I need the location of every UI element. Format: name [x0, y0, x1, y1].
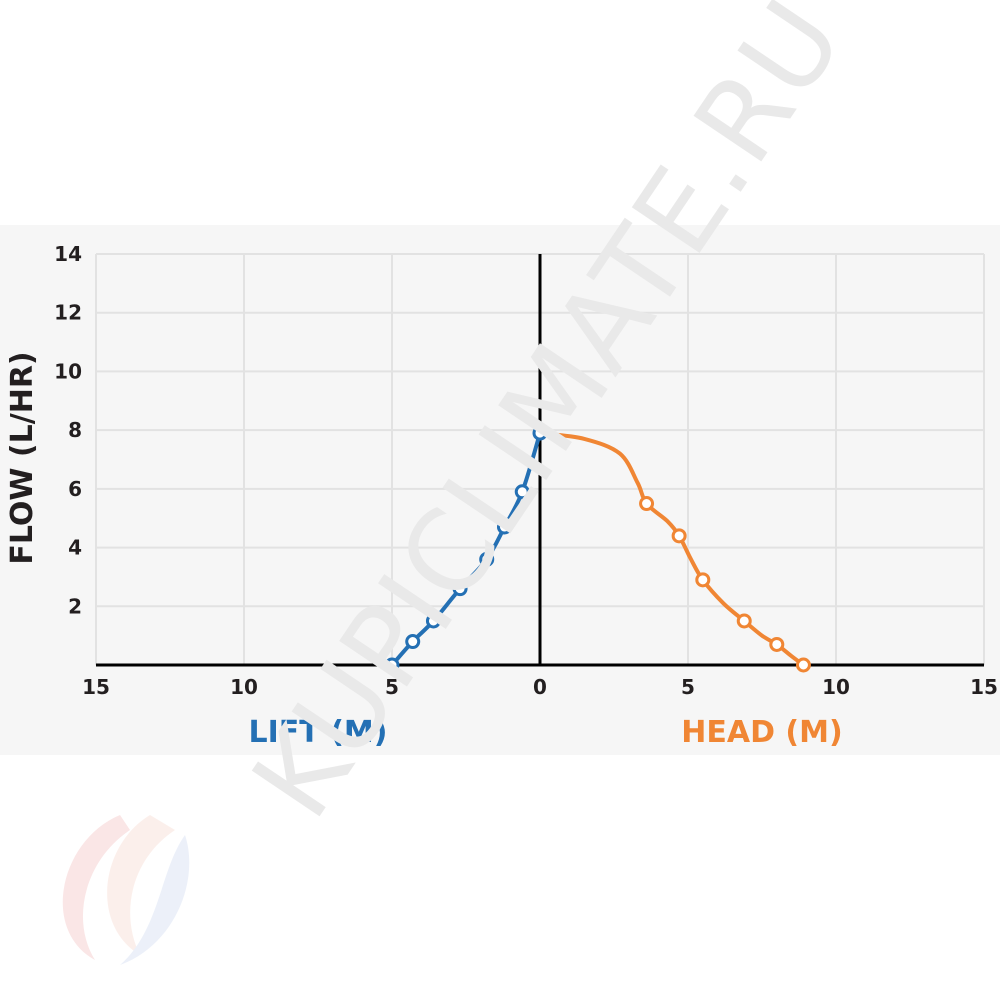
x-tick-label: 5	[681, 675, 695, 699]
y-tick-label: 14	[54, 242, 82, 266]
logo-watermark	[62, 815, 190, 965]
lift-data-point	[452, 581, 468, 597]
series-layer	[384, 425, 811, 673]
x-tick-label: 0	[533, 675, 547, 699]
head-axis-title: HEAD (M)	[681, 715, 842, 750]
lift-data-point	[405, 634, 421, 650]
head-data-point	[639, 496, 655, 512]
x-tick-label: 15	[970, 675, 998, 699]
head-data-point	[769, 636, 785, 652]
lift-data-point	[496, 519, 512, 535]
y-tick-label: 6	[68, 477, 82, 501]
x-tick-label: 10	[822, 675, 850, 699]
y-tick-label: 8	[68, 418, 82, 442]
lift-data-point	[532, 425, 548, 441]
x-tick-label: 15	[82, 675, 110, 699]
y-tick-label: 10	[54, 359, 82, 383]
lift-data-point	[425, 613, 441, 629]
x-tick-label: 10	[230, 675, 258, 699]
x-tick-label: 5	[385, 675, 399, 699]
lift-axis-title: LIFT (M)	[249, 715, 388, 750]
y-tick-label: 12	[54, 301, 82, 325]
head-data-point	[795, 657, 811, 673]
lift-data-point	[479, 551, 495, 567]
lift-data-point	[514, 484, 530, 500]
axis-layer	[96, 254, 984, 667]
head-data-point	[695, 572, 711, 588]
y-tick-label: 4	[68, 536, 82, 560]
axis-titles: FLOW (L/HR) LIFT (M) HEAD (M)	[5, 351, 843, 750]
head-data-point	[736, 613, 752, 629]
tick-labels: 15 10 5 0 5 10 15 2 4 6 8 10 12 14	[54, 242, 998, 699]
head-data-point	[671, 528, 687, 544]
lift-data-point	[384, 657, 400, 673]
y-tick-label: 2	[68, 594, 82, 618]
y-axis-title: FLOW (L/HR)	[5, 351, 40, 564]
